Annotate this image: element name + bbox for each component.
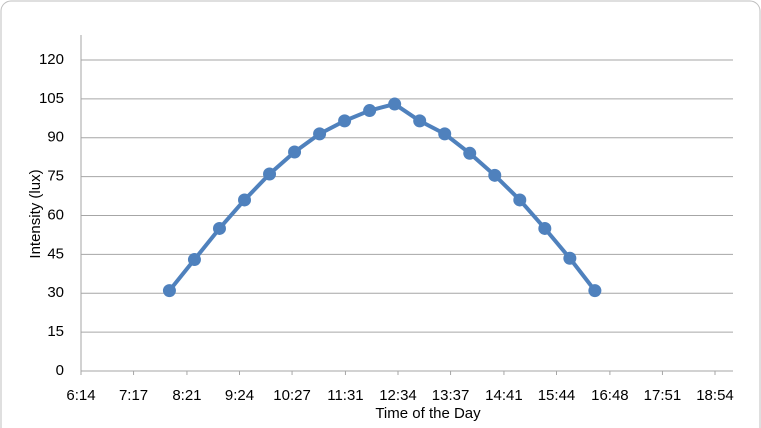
x-tick-label: 8:21: [172, 387, 201, 404]
x-tick-label: 18:54: [696, 387, 734, 404]
y-tick-label: 15: [47, 323, 64, 340]
data-point: [263, 167, 277, 181]
y-tick-label: 120: [39, 51, 64, 68]
data-point: [338, 114, 352, 128]
x-tick-label: 7:17: [119, 387, 148, 404]
data-point: [563, 251, 577, 265]
x-tick-label: 11:31: [327, 387, 363, 404]
data-line: [167, 102, 597, 292]
data-point: [513, 193, 527, 207]
data-point: [162, 284, 176, 298]
data-point: [238, 193, 252, 207]
data-point: [413, 114, 427, 128]
x-tick-label: 14:41: [485, 387, 523, 404]
x-tick-label: 12:34: [379, 387, 417, 404]
data-point: [363, 104, 377, 118]
y-tick-label: 90: [47, 129, 64, 146]
y-tick-label: 75: [47, 168, 64, 185]
x-tick-label: 9:24: [225, 387, 254, 404]
x-tick-label: 15:44: [538, 387, 576, 404]
y-tick-label: 60: [47, 206, 64, 223]
x-axis-title: Time of the Day: [375, 405, 481, 422]
data-point: [463, 146, 477, 160]
y-tick-label: 45: [47, 245, 64, 262]
y-tick-label: 30: [47, 284, 64, 301]
data-point: [212, 221, 226, 235]
data-point: [313, 127, 327, 141]
data-point: [187, 253, 201, 267]
x-tick-label: 6:14: [66, 387, 95, 404]
data-point: [488, 168, 502, 182]
y-tick-label: 105: [39, 90, 64, 107]
data-point: [538, 221, 552, 235]
y-tick-label: 0: [56, 362, 64, 379]
data-point: [588, 284, 602, 298]
x-tick-label: 13:37: [432, 387, 470, 404]
data-point: [388, 97, 402, 111]
data-point: [438, 127, 452, 141]
y-axis-title: Intensity (lux): [27, 169, 44, 258]
x-tick-label: 17:51: [644, 387, 682, 404]
data-point: [288, 145, 302, 159]
x-tick-label: 16:48: [591, 387, 629, 404]
x-tick-label: 10:27: [273, 387, 311, 404]
